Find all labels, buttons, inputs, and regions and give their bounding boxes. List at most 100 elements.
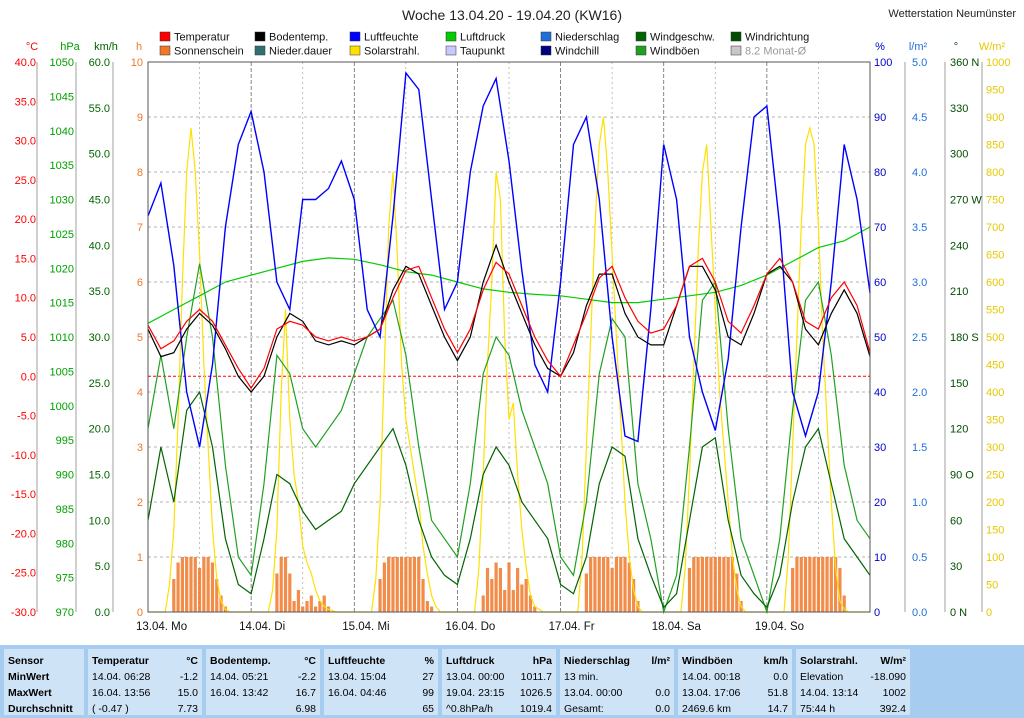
stats-cell-value: 6.98 xyxy=(295,703,316,715)
stats-cell-label: 13.04. 00:00 xyxy=(564,687,623,699)
chart-legend: Temperatur Bodentemp. Luftfeuchte Luftdruck… xyxy=(159,31,809,58)
sunshine-bar-74 xyxy=(726,557,730,612)
axis-press-tick-16: 970 xyxy=(56,607,74,619)
axis-hum-tick-3: 70 xyxy=(874,222,886,234)
sunshine-bar-75 xyxy=(730,557,735,612)
axis-rain-unit: l/m² xyxy=(909,41,928,53)
axis-solar-tick-18: 100 xyxy=(986,552,1004,564)
axis-solar-tick-16: 200 xyxy=(986,497,1004,509)
axis-solar-tick-11: 450 xyxy=(986,360,1004,372)
stats-block-title: Luftfeuchte xyxy=(328,655,386,667)
station-name: Wetterstation Neumünster xyxy=(888,8,1016,20)
sunshine-bar-78 xyxy=(791,568,795,612)
sunshine-bar-11 xyxy=(219,595,223,612)
day-label-3: 16.04. Do xyxy=(445,621,495,633)
sunshine-bar-42 xyxy=(494,562,498,612)
sunshine-bar-81 xyxy=(803,557,808,612)
stats-block-unit: l/m² xyxy=(651,655,670,667)
axis-solar-tick-12: 400 xyxy=(986,387,1004,399)
axis-wind-tick-11: 5.0 xyxy=(95,561,110,573)
axis-press-tick-12: 990 xyxy=(56,470,74,482)
stats-block-unit: hPa xyxy=(532,655,552,667)
axis-dir-tick-10: 60 xyxy=(950,515,962,527)
stats-block-0: Temperatur °C 14.04. 06:28 -1.2 16.04. 13:56… xyxy=(88,649,202,715)
axis-rain-tick-2: 4.0 xyxy=(912,167,927,179)
axis-press-tick-4: 1030 xyxy=(50,195,74,207)
series-line-luftdruck xyxy=(147,226,871,324)
axis-hum-tick-4: 60 xyxy=(874,277,886,289)
axis-temp-tick-12: -20.0 xyxy=(11,528,36,540)
sunshine-bar-21 xyxy=(309,595,313,612)
axis-solar-unit: W/m² xyxy=(979,41,1006,53)
sunshine-bar-82 xyxy=(808,557,812,612)
plot-frame xyxy=(147,61,871,613)
stats-block-5: Windböen km/h 14.04. 00:18 0.0 13.04. 17:06 5… xyxy=(678,649,792,715)
sunshine-bar-20 xyxy=(305,601,309,612)
legend-label-13: 8.2 Monat-Ø xyxy=(745,46,807,58)
sunshine-bar-40 xyxy=(485,568,490,612)
day-label-1: 14.04. Di xyxy=(239,621,285,633)
axis-temp-tick-9: -5.0 xyxy=(17,411,36,423)
sunshine-bar-38 xyxy=(430,606,434,612)
sunshine-bar-32 xyxy=(404,557,408,612)
sunshine-bar-90 xyxy=(842,595,846,612)
sunshine-bar-30 xyxy=(395,557,399,612)
legend-swatch-8 xyxy=(254,45,266,56)
sunshine-bar-7 xyxy=(202,557,206,612)
stats-block-1: Bodentemp. °C 14.04. 05:21 -2.2 16.04. 13:42… xyxy=(206,649,320,715)
stats-cell-label: 16.04. 04:46 xyxy=(328,687,387,699)
axis-sun-tick-6: 4 xyxy=(137,387,143,399)
sunshine-bar-67 xyxy=(696,557,700,612)
sunshine-bar-49 xyxy=(524,579,528,612)
sunshine-bar-31 xyxy=(399,557,404,612)
axis-wind-tick-3: 45.0 xyxy=(89,195,110,207)
axis-temp-tick-7: 5.0 xyxy=(21,332,36,344)
axis-rain-tick-1: 4.5 xyxy=(912,112,927,124)
sunshine-bar-8 xyxy=(206,557,210,612)
axis-temp-tick-3: 25.0 xyxy=(15,175,36,187)
series-line-luftfeuchte xyxy=(147,71,871,448)
axis-sun-unit: h xyxy=(136,41,142,53)
axis-temp-tick-13: -25.0 xyxy=(11,568,36,580)
sunshine-bar-53 xyxy=(589,557,593,612)
axis-press-tick-7: 1015 xyxy=(50,298,74,310)
axis-temp-tick-14: -30.0 xyxy=(11,607,36,619)
axis-dir-tick-9: 90 O xyxy=(950,470,974,482)
axis-solar-tick-6: 700 xyxy=(986,222,1004,234)
sunshine-bar-68 xyxy=(700,557,704,612)
sunshine-bar-26 xyxy=(378,579,382,612)
legend-swatch-6 xyxy=(730,31,742,42)
axis-solar-tick-4: 800 xyxy=(986,167,1004,179)
axis-rain-tick-9: 0.5 xyxy=(912,552,927,564)
sunshine-bar-89 xyxy=(838,568,842,612)
axis-wind-tick-7: 25.0 xyxy=(89,378,110,390)
stats-cell-value: 1011.7 xyxy=(520,671,552,683)
sunshine-bar-61 xyxy=(623,557,627,612)
legend-swatch-10 xyxy=(445,45,457,56)
stats-cell-value: 65 xyxy=(422,703,434,715)
sunshine-bar-73 xyxy=(722,557,726,612)
axis-rain-tick-6: 2.0 xyxy=(912,387,927,399)
stats-cell-label: Elevation xyxy=(800,671,844,683)
sunshine-bar-66 xyxy=(692,557,696,612)
sunshine-bar-80 xyxy=(799,557,803,612)
stats-block-title: Windböen xyxy=(682,655,733,667)
axis-hum-unit: % xyxy=(875,41,885,53)
axis-sun-tick-2: 8 xyxy=(137,167,143,179)
stats-cell-label: ( -0.47 ) xyxy=(92,703,129,715)
legend-swatch-5 xyxy=(635,31,647,42)
axis-press-tick-14: 980 xyxy=(56,538,74,550)
sunshine-bar-62 xyxy=(627,562,631,612)
axis-solar-tick-19: 50 xyxy=(986,580,998,592)
axis-rain-tick-4: 3.0 xyxy=(912,277,927,289)
sunshine-bar-37 xyxy=(425,601,429,612)
stats-block-unit: W/m² xyxy=(880,655,906,667)
sunshine-bar-9 xyxy=(210,562,215,612)
stats-cell-label: 14.04. 06:28 xyxy=(92,671,151,683)
legend-label-9: Solarstrahl. xyxy=(364,46,420,58)
stats-cell-value: -2.2 xyxy=(297,671,316,683)
sunshine-bar-13 xyxy=(275,573,279,612)
sunshine-bar-52 xyxy=(584,573,588,612)
sunshine-bar-19 xyxy=(301,606,305,612)
legend-label-2: Luftfeuchte xyxy=(364,32,418,44)
